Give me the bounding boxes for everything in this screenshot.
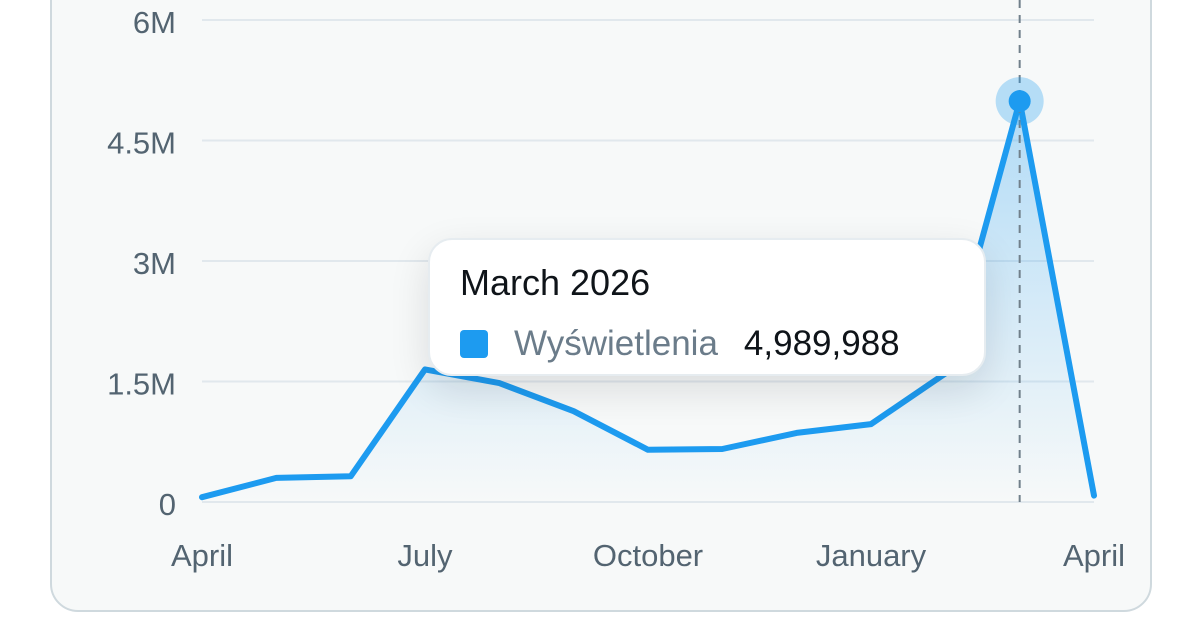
tooltip-title: March 2026 [460, 262, 651, 303]
data-point [647, 449, 649, 451]
data-point [1093, 495, 1095, 497]
x-tick-label: October [593, 538, 703, 573]
tooltip-series-row: Wyświetlenia 4,989,988 [460, 324, 900, 364]
chart-tooltip: March 2026 Wyświetlenia 4,989,988 [428, 238, 986, 376]
tooltip-series-label: Wyświetlenia [514, 324, 718, 363]
y-tick-label: 6M [133, 5, 176, 40]
data-point [201, 496, 203, 498]
hover-point [1008, 90, 1031, 113]
data-point [424, 368, 426, 370]
x-tick-label: July [397, 538, 453, 573]
data-point [870, 423, 872, 425]
x-tick-label: April [171, 538, 233, 573]
y-tick-label: 0 [159, 487, 176, 522]
data-point [573, 410, 575, 412]
data-point [796, 432, 798, 434]
x-tick-label: January [816, 538, 927, 573]
y-tick-label: 4.5M [107, 126, 176, 161]
y-tick-label: 1.5M [107, 367, 176, 402]
data-point [275, 477, 277, 479]
tooltip-value: 4,989,988 [743, 324, 900, 363]
data-point [498, 382, 500, 384]
series-area-fill [202, 101, 1094, 502]
x-tick-label: April [1063, 538, 1125, 573]
y-tick-label: 3M [133, 246, 176, 281]
data-point [721, 448, 723, 450]
data-point [350, 475, 352, 477]
series-color-swatch [460, 330, 488, 358]
